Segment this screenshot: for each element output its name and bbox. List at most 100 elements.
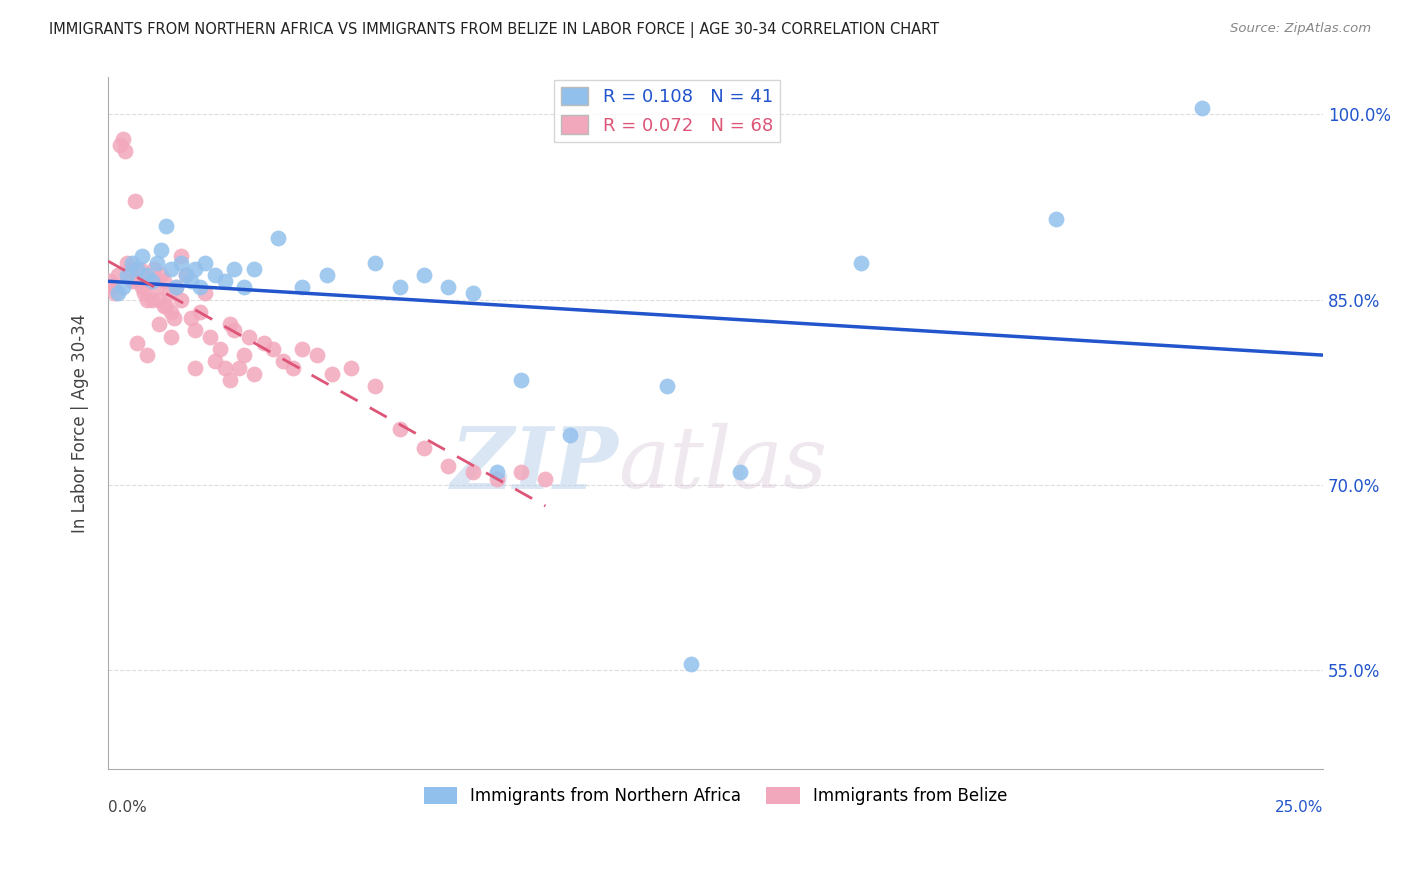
Point — [194, 255, 217, 269]
Point — [184, 323, 207, 337]
Point — [150, 268, 173, 282]
Point — [233, 348, 256, 362]
Point — [117, 255, 139, 269]
Point — [461, 286, 484, 301]
Point — [165, 280, 187, 294]
Point — [138, 274, 160, 288]
Point — [485, 466, 508, 480]
Point — [510, 466, 533, 480]
Point — [388, 280, 411, 294]
Point — [281, 360, 304, 375]
Point — [305, 348, 328, 362]
Point — [155, 299, 177, 313]
Point — [141, 274, 163, 288]
Text: 25.0%: 25.0% — [1275, 800, 1323, 814]
Point — [291, 280, 314, 294]
Point — [160, 261, 183, 276]
Point — [121, 274, 143, 288]
Point — [208, 342, 231, 356]
Point — [364, 379, 387, 393]
Point — [188, 305, 211, 319]
Point — [148, 318, 170, 332]
Point — [153, 274, 176, 288]
Point — [315, 268, 337, 282]
Point — [121, 255, 143, 269]
Point — [437, 280, 460, 294]
Point — [162, 311, 184, 326]
Point — [134, 286, 156, 301]
Point — [165, 280, 187, 294]
Point — [104, 286, 127, 301]
Text: ZIP: ZIP — [450, 423, 619, 507]
Point — [160, 305, 183, 319]
Point — [174, 268, 197, 282]
Point — [127, 335, 149, 350]
Point — [184, 360, 207, 375]
Point — [180, 311, 202, 326]
Point — [291, 342, 314, 356]
Point — [228, 360, 250, 375]
Point — [271, 354, 294, 368]
Text: IMMIGRANTS FROM NORTHERN AFRICA VS IMMIGRANTS FROM BELIZE IN LABOR FORCE | AGE 3: IMMIGRANTS FROM NORTHERN AFRICA VS IMMIG… — [49, 22, 939, 38]
Point — [214, 360, 236, 375]
Point — [111, 280, 134, 294]
Point — [267, 231, 290, 245]
Point — [388, 422, 411, 436]
Point — [243, 367, 266, 381]
Point — [107, 286, 129, 301]
Point — [243, 261, 266, 276]
Point — [108, 138, 131, 153]
Point — [413, 441, 436, 455]
Point — [128, 261, 150, 276]
Point — [364, 255, 387, 269]
Point — [321, 367, 343, 381]
Point — [413, 268, 436, 282]
Point — [204, 268, 226, 282]
Point — [114, 145, 136, 159]
Point — [118, 261, 141, 276]
Point — [101, 280, 124, 294]
Point — [145, 255, 167, 269]
Legend: R = 0.108   N = 41, R = 0.072   N = 68: R = 0.108 N = 41, R = 0.072 N = 68 — [554, 79, 780, 142]
Point — [218, 373, 240, 387]
Point — [461, 466, 484, 480]
Point — [157, 286, 180, 301]
Point — [153, 299, 176, 313]
Point — [127, 261, 149, 276]
Point — [135, 348, 157, 362]
Point — [131, 249, 153, 263]
Point — [188, 280, 211, 294]
Point — [145, 280, 167, 294]
Point — [143, 261, 166, 276]
Point — [655, 379, 678, 393]
Point — [135, 268, 157, 282]
Y-axis label: In Labor Force | Age 30-34: In Labor Force | Age 30-34 — [72, 313, 89, 533]
Point — [111, 132, 134, 146]
Point — [170, 293, 193, 307]
Text: Source: ZipAtlas.com: Source: ZipAtlas.com — [1230, 22, 1371, 36]
Point — [252, 335, 274, 350]
Point — [141, 293, 163, 307]
Point — [117, 268, 139, 282]
Point — [1045, 212, 1067, 227]
Point — [224, 323, 246, 337]
Point — [174, 268, 197, 282]
Point — [238, 329, 260, 343]
Point — [194, 286, 217, 301]
Point — [170, 255, 193, 269]
Point — [170, 249, 193, 263]
Point — [485, 472, 508, 486]
Point — [155, 219, 177, 233]
Point — [127, 274, 149, 288]
Point — [180, 274, 202, 288]
Point — [160, 329, 183, 343]
Point — [340, 360, 363, 375]
Point — [131, 280, 153, 294]
Point — [728, 466, 751, 480]
Point — [851, 255, 873, 269]
Point — [107, 268, 129, 282]
Point — [184, 261, 207, 276]
Point — [233, 280, 256, 294]
Point — [534, 472, 557, 486]
Point — [100, 274, 122, 288]
